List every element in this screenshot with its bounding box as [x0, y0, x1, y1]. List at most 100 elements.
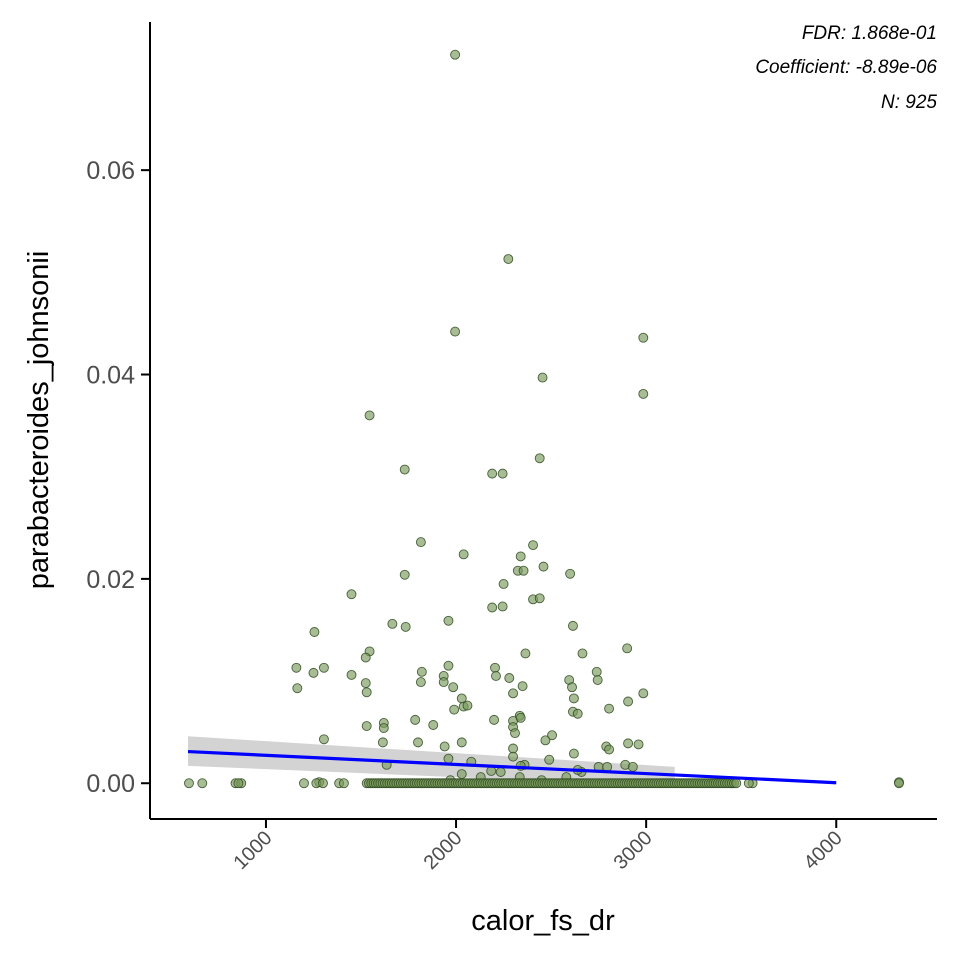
y-tick-label: 0.00 [86, 770, 135, 798]
data-point [360, 678, 371, 689]
data-point [498, 579, 509, 589]
data-point [439, 741, 450, 752]
data-point [633, 739, 644, 750]
data-point [309, 627, 320, 637]
data-point [378, 723, 389, 734]
data-point [487, 602, 498, 613]
y-tick-label: 0.04 [86, 362, 135, 390]
data-point [504, 673, 515, 683]
data-point [400, 621, 411, 632]
data-point [540, 735, 551, 746]
data-point [360, 652, 371, 663]
data-point [415, 677, 426, 688]
data-point [361, 721, 372, 731]
data-point [520, 648, 531, 659]
data-point [497, 468, 508, 479]
data-point [508, 743, 519, 754]
annotation-fdr: FDR: 1.868e-01 [802, 23, 937, 44]
data-point [416, 666, 427, 677]
data-point [410, 714, 421, 725]
data-point [518, 565, 529, 576]
data-point [462, 700, 473, 711]
data-point [318, 662, 329, 673]
data-point [572, 708, 583, 719]
data-point [292, 683, 303, 694]
data-point [495, 767, 506, 777]
data-point [515, 712, 526, 723]
data-point [438, 677, 449, 688]
data-point [448, 682, 459, 693]
data-point [490, 662, 500, 673]
data-point [567, 682, 577, 693]
data-point [443, 660, 454, 671]
data-point [508, 751, 519, 762]
data-point [592, 675, 603, 685]
data-point [346, 669, 357, 680]
y-tick-label: 0.02 [86, 566, 135, 594]
data-point [458, 549, 469, 560]
data-point [377, 737, 388, 748]
x-tick-label: 2000 [420, 827, 467, 874]
data-point [497, 601, 508, 612]
data-point [450, 49, 461, 60]
x-tick-label: 4000 [800, 827, 847, 874]
data-point [591, 666, 602, 677]
data-point [623, 696, 634, 707]
data-point [291, 662, 302, 673]
data-point [399, 569, 410, 580]
confidence-band [188, 736, 675, 787]
data-point [233, 778, 244, 789]
data-point [456, 737, 467, 748]
data-point [544, 754, 555, 765]
data-point [537, 372, 548, 383]
data-point [503, 254, 514, 265]
data-point [538, 561, 549, 572]
data-point [399, 464, 410, 475]
data-point [565, 568, 576, 579]
data-point [338, 778, 349, 789]
data-point [489, 714, 500, 725]
data-point [361, 687, 372, 698]
data-point [638, 688, 649, 699]
data-point [510, 728, 520, 739]
x-tick-label: 3000 [610, 827, 657, 874]
data-point [731, 778, 742, 789]
data-point [604, 703, 615, 714]
data-point [534, 593, 545, 604]
data-point [517, 681, 528, 692]
data-point [577, 648, 588, 659]
data-point [534, 453, 545, 464]
data-point [318, 778, 328, 789]
data-point [627, 761, 638, 772]
data-point [449, 704, 460, 715]
data-point [387, 618, 398, 629]
data-point [415, 537, 426, 548]
data-point [604, 744, 615, 755]
data-point [638, 332, 649, 343]
data-point [622, 643, 633, 654]
data-point [568, 620, 578, 631]
data-point [487, 468, 498, 479]
data-point [184, 778, 194, 789]
data-point [443, 615, 454, 626]
data-point [197, 778, 208, 789]
y-tick-label: 0.06 [86, 157, 135, 185]
data-point [568, 693, 579, 704]
data-point [623, 738, 634, 749]
data-point [456, 769, 467, 779]
x-tick-label: 1000 [229, 827, 276, 874]
data-point [299, 778, 309, 789]
x-axis-title: calor_fs_dr [471, 905, 615, 937]
data-point [547, 730, 558, 741]
data-point [443, 753, 454, 764]
regression-line [187, 749, 837, 785]
data-point [491, 670, 501, 681]
data-point [894, 778, 904, 789]
data-point [428, 720, 439, 730]
annotation-coefficient: Coefficient: -8.89e-06 [755, 57, 937, 78]
data-point [346, 589, 357, 600]
data-point [568, 748, 579, 759]
data-point [308, 667, 319, 678]
data-point [515, 551, 526, 562]
